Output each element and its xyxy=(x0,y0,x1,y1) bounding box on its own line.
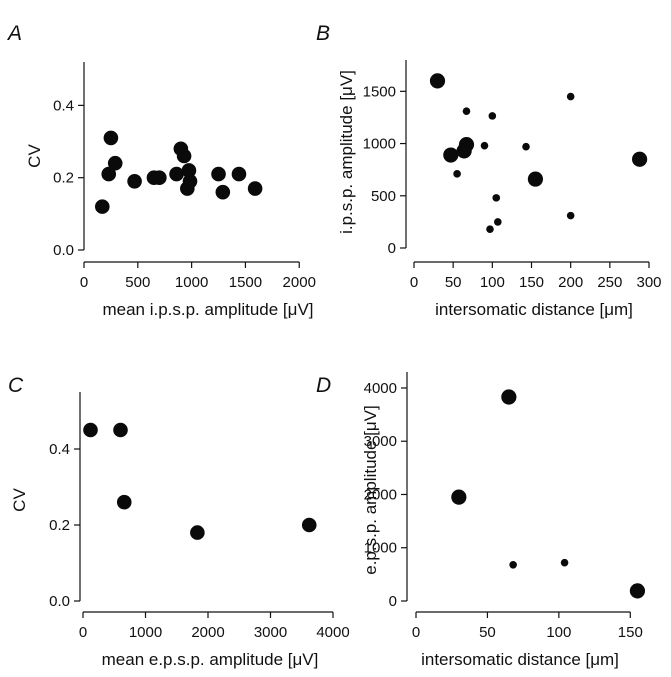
data-point-a xyxy=(231,166,247,182)
y-tick-label-b: 1500 xyxy=(363,83,396,100)
y-tick-label-c: 0.2 xyxy=(49,517,70,534)
x-tick-label-d: 150 xyxy=(618,624,643,641)
panel-label-b: B xyxy=(316,22,330,45)
data-point-a xyxy=(152,170,167,185)
data-point-b xyxy=(566,92,575,101)
x-tick-label-b: 200 xyxy=(558,274,583,291)
data-point-d xyxy=(501,389,517,405)
x-tick-label-b: 100 xyxy=(480,274,505,291)
panel-b: B 0 50 100 150 200 250 300 0 500 1000 1500 intersoma… xyxy=(316,22,662,319)
data-point-d xyxy=(629,583,646,599)
data-point-a xyxy=(101,166,117,182)
data-point-c xyxy=(113,422,128,438)
data-point-d xyxy=(509,560,517,569)
x-tick-label-a: 1000 xyxy=(175,274,208,291)
y-tick-label-c: 0.4 xyxy=(49,441,70,458)
data-point-b xyxy=(522,142,530,151)
panel-label-d: D xyxy=(316,374,331,397)
panel-d: D 0 50 100 150 0 1000 2000 3000 4000 intersomatic … xyxy=(316,372,646,669)
panel-c: C 0 1000 2000 3000 4000 0.0 0.2 0.4 mean e.p.s.p.… xyxy=(8,374,350,669)
x-tick-label-a: 500 xyxy=(125,274,150,291)
data-point-a xyxy=(107,155,123,171)
data-point-b xyxy=(486,225,494,233)
y-tick-label-d: 2000 xyxy=(364,486,397,503)
x-tick-label-b: 150 xyxy=(519,274,544,291)
panel-label-c: C xyxy=(8,374,24,397)
x-tick-label-b: 0 xyxy=(410,274,418,291)
y-tick-label-b: 0 xyxy=(388,240,396,257)
x-tick-label-b: 300 xyxy=(636,274,661,291)
data-point-c xyxy=(190,525,205,540)
x-tick-label-a: 2000 xyxy=(283,274,316,291)
x-tick-label-b: 50 xyxy=(445,274,462,291)
data-point-c xyxy=(83,422,98,438)
data-point-b xyxy=(453,170,461,178)
data-point-b xyxy=(429,73,446,89)
data-point-a xyxy=(211,166,226,182)
data-point-b xyxy=(632,151,648,167)
x-tick-label-a: 0 xyxy=(80,274,88,291)
data-point-a xyxy=(94,199,110,214)
panel-a: A 0 500 1000 1500 2000 0.0 0.2 0.4 mean i.p.s.p. … xyxy=(6,22,316,319)
x-tick-label-c: 0 xyxy=(79,624,87,641)
data-point-d xyxy=(560,558,569,567)
x-tick-label-d: 0 xyxy=(412,624,420,641)
y-axis-title-c: CV xyxy=(10,488,29,512)
data-point-a xyxy=(127,174,142,189)
y-axis-title-a: CV xyxy=(25,144,44,168)
x-tick-label-d: 50 xyxy=(479,624,496,641)
data-point-b xyxy=(527,171,544,187)
x-tick-label-c: 1000 xyxy=(129,624,162,641)
data-point-b xyxy=(492,194,501,202)
y-axis-title-d: e.p.s.p. amplitude [μV] xyxy=(361,405,380,575)
y-tick-label-a: 0.2 xyxy=(53,170,74,187)
x-tick-label-c: 4000 xyxy=(316,624,349,641)
x-axis-title-d: intersomatic distance [μm] xyxy=(421,650,619,669)
data-point-b xyxy=(462,107,471,115)
data-point-a xyxy=(103,130,119,146)
y-axis-title-b: i.p.s.p. amplitude [μV] xyxy=(337,70,356,234)
data-point-b xyxy=(480,141,489,150)
data-point-c xyxy=(116,494,132,510)
data-point-a xyxy=(215,184,231,200)
data-point-b xyxy=(566,211,575,220)
x-tick-label-c: 3000 xyxy=(254,624,287,641)
y-tick-label-a: 0.0 xyxy=(53,242,74,259)
y-tick-label-c: 0.0 xyxy=(49,593,70,610)
x-tick-label-b: 250 xyxy=(597,274,622,291)
y-tick-label-b: 500 xyxy=(371,188,396,205)
data-point-a xyxy=(182,174,198,189)
x-tick-label-c: 2000 xyxy=(191,624,224,641)
data-point-b xyxy=(488,112,497,120)
x-axis-title-a: mean i.p.s.p. amplitude [μV] xyxy=(102,300,313,319)
x-tick-label-a: 1500 xyxy=(229,274,262,291)
data-point-b xyxy=(494,218,502,226)
data-point-a xyxy=(181,163,197,178)
x-axis-title-c: mean e.p.s.p. amplitude [μV] xyxy=(102,650,319,669)
y-tick-label-d: 1000 xyxy=(364,540,397,557)
data-point-a xyxy=(169,166,184,182)
data-point-d xyxy=(451,489,467,505)
y-tick-label-a: 0.4 xyxy=(53,97,74,114)
y-tick-label-d: 0 xyxy=(389,593,397,610)
x-axis-title-b: intersomatic distance [μm] xyxy=(435,300,633,319)
data-point-a xyxy=(176,148,192,164)
data-point-c xyxy=(301,517,317,533)
data-point-b xyxy=(458,137,475,153)
y-tick-label-d: 3000 xyxy=(364,433,397,450)
y-tick-label-b: 1000 xyxy=(363,136,396,153)
panel-label-a: A xyxy=(6,22,22,45)
x-tick-label-d: 100 xyxy=(546,624,571,641)
y-tick-label-d: 4000 xyxy=(364,380,397,397)
data-point-a xyxy=(247,181,263,196)
data-point-b xyxy=(443,147,459,163)
